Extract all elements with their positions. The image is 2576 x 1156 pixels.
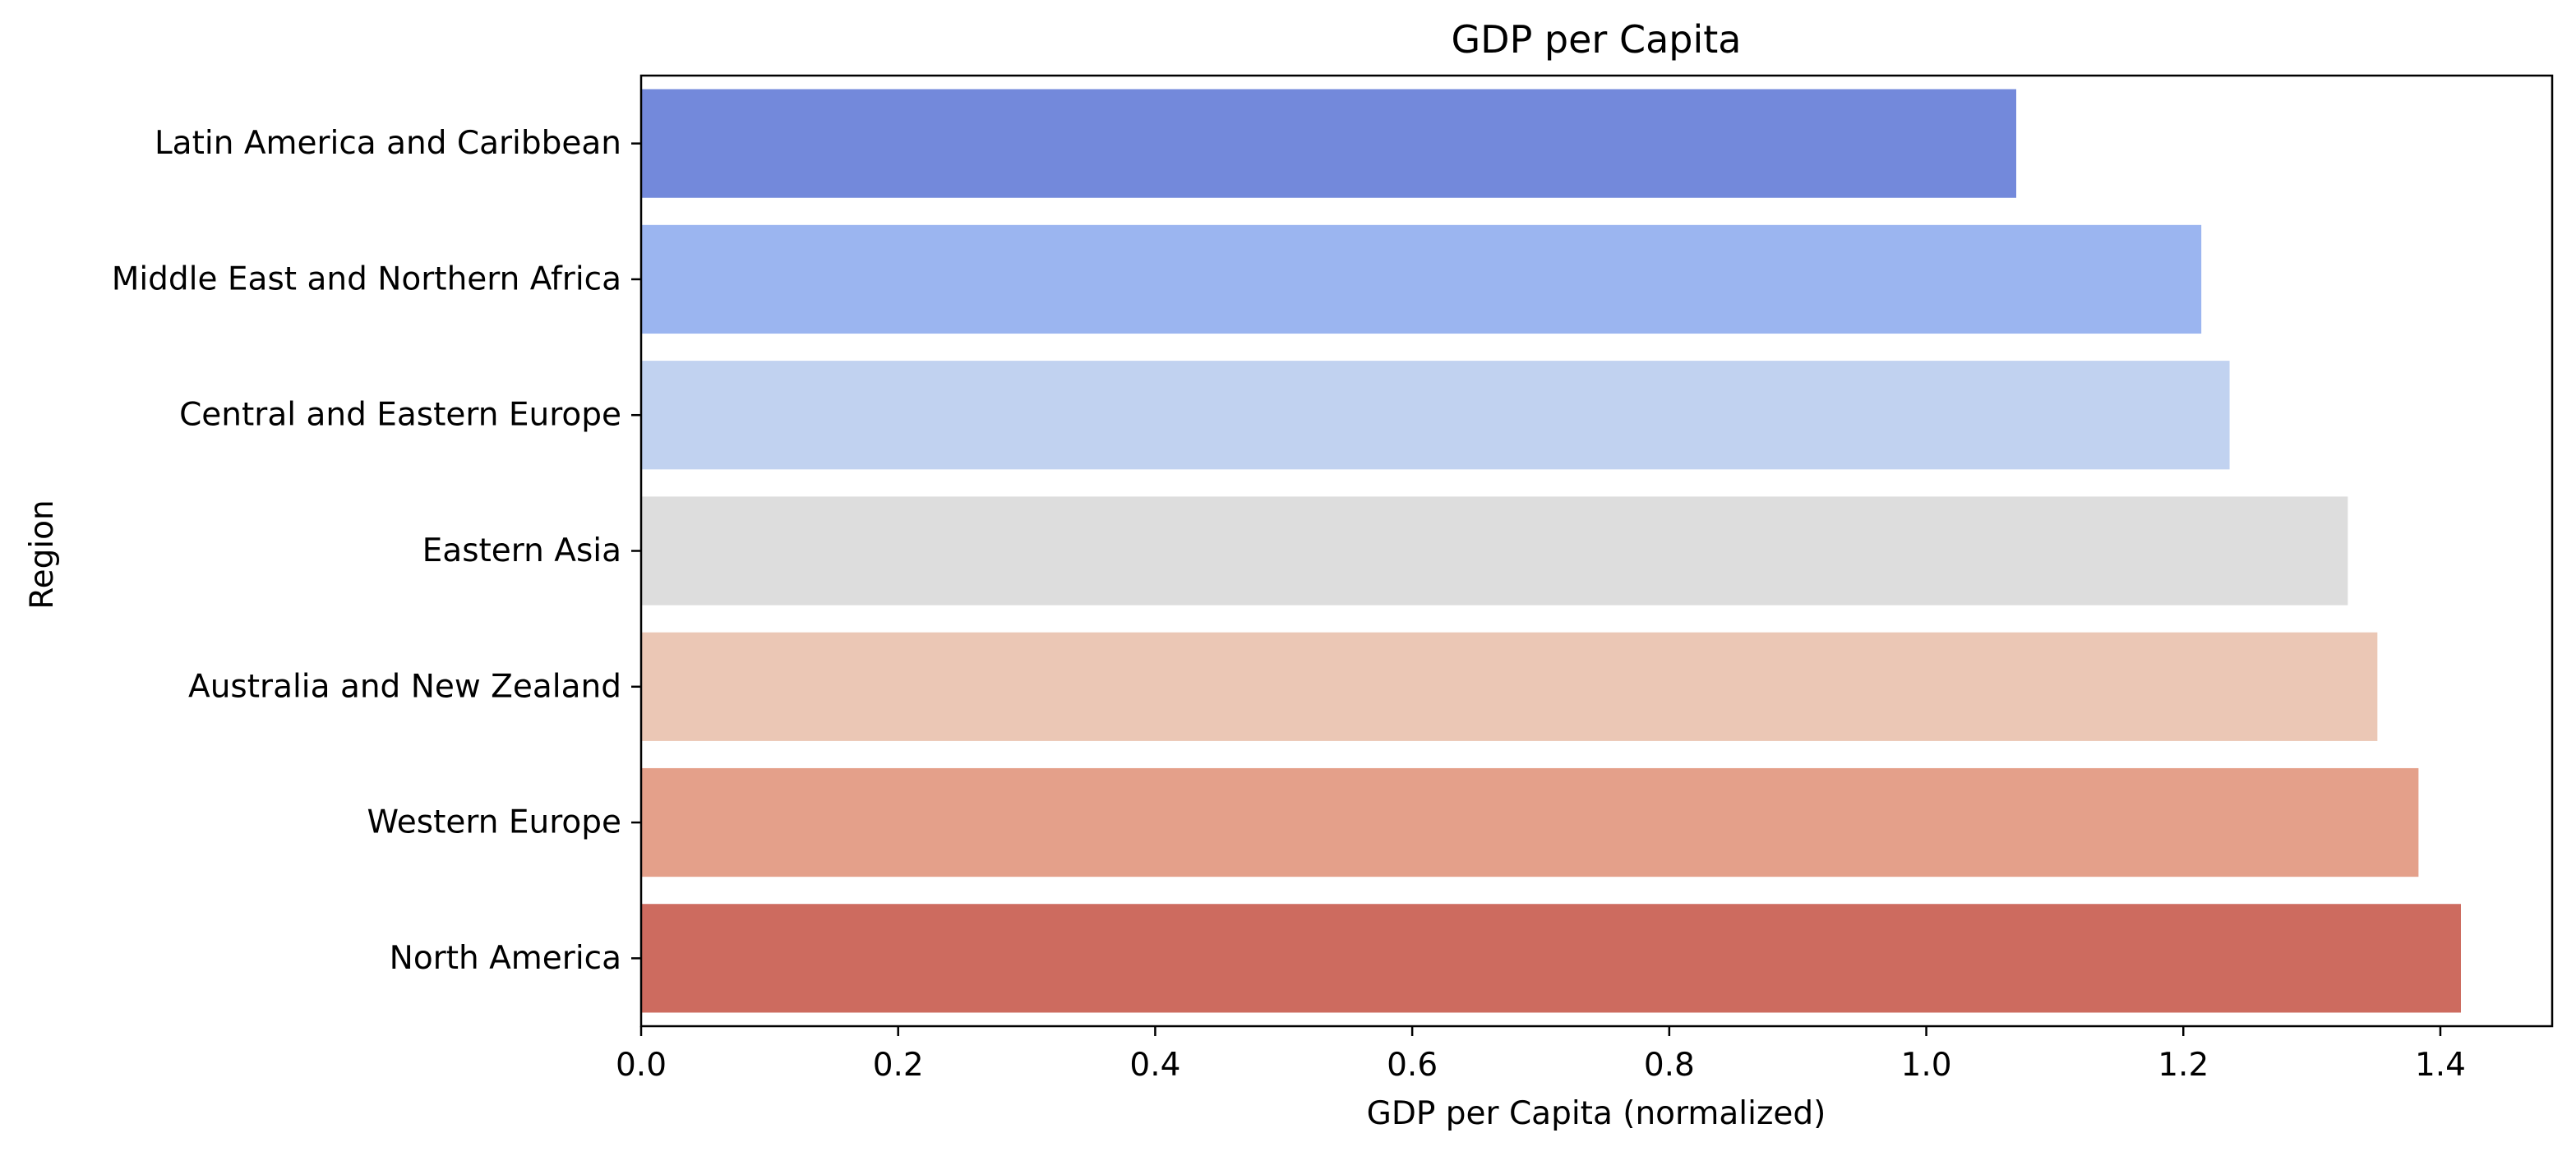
y-tick-label: Eastern Asia — [422, 532, 621, 569]
y-tick-label: Central and Eastern Europe — [179, 397, 621, 434]
y-tick-label: Western Europe — [367, 804, 622, 841]
y-tick-label: Australia and New Zealand — [188, 668, 621, 705]
x-axis-ticks: 0.0 0.2 0.4 0.6 0.8 1.0 1.2 1.4 — [616, 1026, 2466, 1084]
x-tick-label: 1.2 — [2158, 1047, 2209, 1084]
y-tick-label: Middle East and Northern Africa — [112, 260, 621, 297]
bar — [641, 904, 2461, 1013]
bar — [641, 224, 2202, 334]
y-axis-ticks: Latin America and Caribbean Middle East a… — [112, 125, 641, 977]
bar — [641, 632, 2378, 741]
bars-group — [641, 89, 2461, 1013]
x-tick-label: 1.4 — [2415, 1047, 2466, 1084]
x-tick-label: 0.6 — [1387, 1047, 1438, 1084]
y-tick-label: North America — [390, 940, 621, 977]
x-tick-label: 0.2 — [873, 1047, 924, 1084]
chart-title: GDP per Capita — [1452, 17, 1742, 62]
bar — [641, 89, 2016, 198]
x-tick-label: 1.0 — [1901, 1047, 1952, 1084]
plot-frame — [639, 74, 2554, 1028]
bar — [641, 361, 2230, 470]
bar — [641, 496, 2348, 606]
y-axis-label: Region — [24, 500, 61, 610]
bar — [641, 767, 2419, 877]
x-axis-label: GDP per Capita (normalized) — [1367, 1095, 1826, 1132]
x-tick-label: 0.4 — [1129, 1047, 1180, 1084]
x-tick-label: 0.0 — [616, 1047, 667, 1084]
y-tick-label: Latin America and Caribbean — [155, 125, 621, 162]
x-tick-label: 0.8 — [1644, 1047, 1695, 1084]
